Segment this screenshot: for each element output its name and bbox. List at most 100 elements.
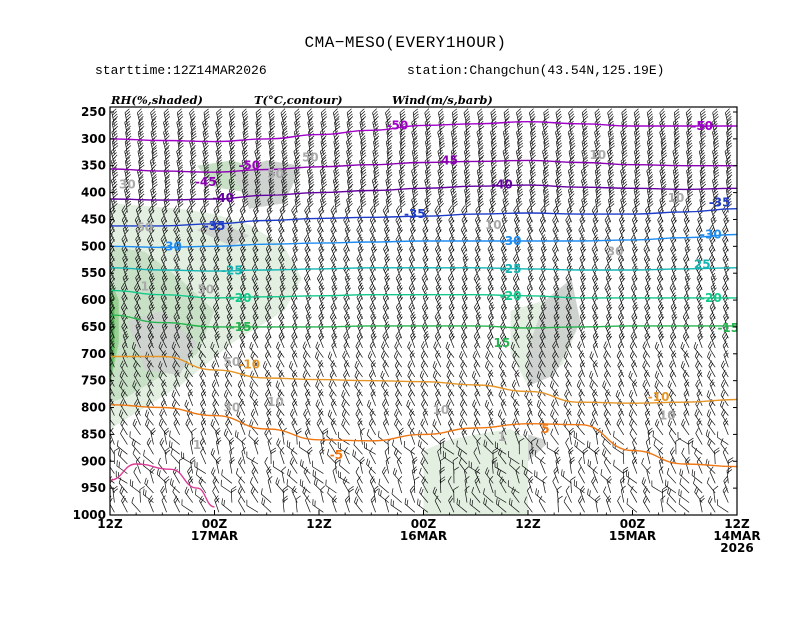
wind-barb bbox=[646, 166, 653, 184]
wind-barb bbox=[592, 253, 599, 271]
wind-barb bbox=[249, 342, 259, 358]
wind-barb bbox=[643, 253, 651, 271]
contour-label: 50 bbox=[224, 355, 241, 369]
wind-barb bbox=[617, 495, 625, 513]
wind-barb bbox=[619, 272, 626, 291]
wind-barb bbox=[151, 147, 158, 165]
wind-barb bbox=[163, 108, 171, 126]
wind-barb bbox=[291, 205, 298, 223]
wind-barb bbox=[367, 351, 376, 368]
wind-barb bbox=[187, 388, 194, 407]
contour-label: -35 bbox=[204, 219, 226, 233]
wind-barb bbox=[250, 408, 259, 426]
wind-barb bbox=[671, 253, 678, 271]
wind-barb bbox=[726, 466, 733, 484]
wind-barb bbox=[475, 321, 482, 339]
wind-barb bbox=[150, 118, 158, 136]
wind-barb bbox=[410, 321, 417, 339]
wind-barb bbox=[451, 137, 459, 155]
wind-barb bbox=[673, 137, 680, 155]
contour-label: -50 bbox=[238, 159, 260, 173]
wind-barb bbox=[620, 176, 628, 194]
wind-barb bbox=[633, 108, 641, 126]
wind-barb bbox=[435, 282, 442, 300]
wind-barb bbox=[392, 439, 402, 455]
wind-barb bbox=[312, 499, 324, 513]
wind-barb bbox=[200, 379, 207, 397]
y-tick-label: 350 bbox=[81, 159, 106, 173]
wind-barb bbox=[396, 456, 403, 474]
wind-barb bbox=[268, 137, 275, 155]
wind-barb bbox=[565, 215, 572, 232]
x-tick-label: 12Z bbox=[306, 517, 332, 531]
contour-label: -30 bbox=[500, 234, 522, 248]
wind-barb bbox=[438, 118, 445, 136]
wind-barb bbox=[673, 108, 681, 126]
wind-barb bbox=[294, 137, 301, 155]
wind-barb bbox=[579, 253, 586, 271]
wind-barb bbox=[706, 477, 716, 494]
wind-barb bbox=[294, 118, 301, 136]
wind-barb bbox=[542, 185, 550, 203]
wind-barb bbox=[124, 118, 131, 136]
wind-barb bbox=[422, 263, 430, 281]
wind-barb bbox=[265, 214, 272, 232]
wind-barb bbox=[592, 330, 599, 349]
wind-barb bbox=[320, 195, 327, 213]
wind-barb bbox=[238, 457, 246, 474]
wind-barb bbox=[555, 118, 562, 136]
wind-barb bbox=[347, 185, 354, 203]
wind-barb bbox=[373, 195, 380, 213]
wind-barb bbox=[267, 476, 273, 494]
wind-barb bbox=[684, 272, 691, 291]
wind-barb bbox=[332, 108, 340, 126]
wind-barb bbox=[708, 360, 716, 378]
wind-barb bbox=[343, 360, 350, 378]
wind-barb bbox=[368, 466, 376, 484]
wind-barb bbox=[503, 166, 510, 184]
wind-barb bbox=[305, 224, 312, 242]
wind-barb bbox=[660, 137, 667, 155]
wind-barb bbox=[463, 108, 471, 126]
wind-barb bbox=[594, 108, 602, 126]
wind-barb bbox=[176, 156, 184, 174]
wind-barb bbox=[302, 350, 311, 368]
wind-barb bbox=[268, 176, 275, 194]
wind-barb bbox=[359, 118, 367, 136]
wind-barb bbox=[512, 398, 520, 416]
wind-barb bbox=[657, 234, 664, 252]
wind-barb bbox=[697, 205, 704, 223]
starttime-label: starttime:12Z14MAR2026 bbox=[95, 63, 267, 78]
wind-barb bbox=[278, 311, 285, 329]
wind-barb bbox=[396, 321, 403, 339]
contour-label: 30 bbox=[119, 178, 136, 192]
wind-barb bbox=[425, 166, 432, 184]
wind-barb bbox=[173, 418, 181, 436]
wind-barb bbox=[474, 340, 481, 358]
wind-barb bbox=[132, 447, 141, 465]
wind-barb bbox=[277, 350, 285, 368]
wind-barb bbox=[633, 176, 641, 194]
wind-barb bbox=[242, 127, 249, 145]
wind-barb bbox=[696, 418, 703, 436]
contour-label: 1 bbox=[141, 280, 149, 294]
contour-label: 50 bbox=[136, 221, 153, 235]
wind-barb bbox=[356, 224, 363, 242]
wind-barb bbox=[646, 466, 652, 484]
wind-barb bbox=[647, 195, 654, 213]
wind-barb bbox=[358, 282, 365, 300]
wind-barb bbox=[385, 456, 391, 474]
wind-barb bbox=[631, 224, 638, 242]
wind-barb bbox=[719, 399, 729, 416]
wind-barb bbox=[264, 350, 272, 368]
wind-barb bbox=[527, 263, 534, 281]
wind-barb bbox=[384, 234, 391, 252]
wind-barb bbox=[633, 195, 641, 213]
wind-barb bbox=[550, 409, 559, 426]
wind-barb bbox=[632, 243, 639, 261]
wind-barb bbox=[461, 205, 468, 223]
wind-barb bbox=[382, 418, 390, 436]
wind-barb bbox=[660, 495, 666, 513]
wind-barb bbox=[706, 409, 716, 426]
wind-barb bbox=[172, 408, 181, 426]
